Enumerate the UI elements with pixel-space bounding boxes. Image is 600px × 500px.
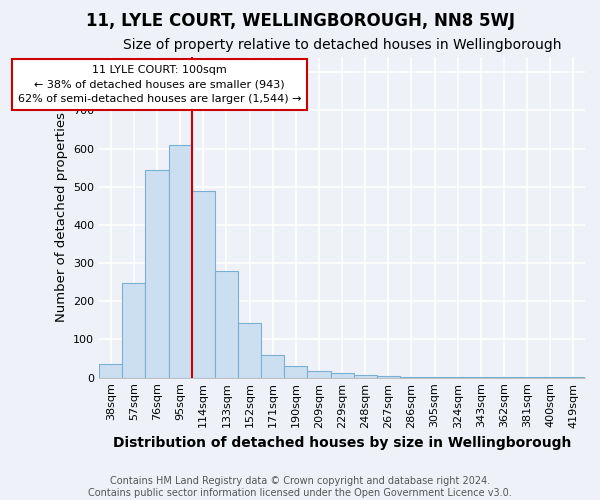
Bar	[99, 364, 122, 378]
Bar	[192, 190, 215, 378]
Bar	[423, 376, 446, 378]
Text: 11, LYLE COURT, WELLINGBOROUGH, NN8 5WJ: 11, LYLE COURT, WELLINGBOROUGH, NN8 5WJ	[86, 12, 515, 30]
Bar	[446, 377, 469, 378]
Bar	[169, 144, 192, 378]
Bar	[353, 374, 377, 378]
Bar	[331, 373, 353, 378]
Bar	[122, 283, 145, 378]
Text: 11 LYLE COURT: 100sqm
← 38% of detached houses are smaller (943)
62% of semi-det: 11 LYLE COURT: 100sqm ← 38% of detached …	[17, 64, 301, 104]
Bar	[400, 376, 423, 378]
Bar	[377, 376, 400, 378]
X-axis label: Distribution of detached houses by size in Wellingborough: Distribution of detached houses by size …	[113, 436, 571, 450]
Bar	[215, 272, 238, 378]
Bar	[145, 170, 169, 378]
Bar	[284, 366, 307, 378]
Bar	[307, 371, 331, 378]
Y-axis label: Number of detached properties: Number of detached properties	[55, 112, 68, 322]
Bar	[238, 323, 261, 378]
Text: Contains HM Land Registry data © Crown copyright and database right 2024.
Contai: Contains HM Land Registry data © Crown c…	[88, 476, 512, 498]
Bar	[562, 377, 585, 378]
Title: Size of property relative to detached houses in Wellingborough: Size of property relative to detached ho…	[123, 38, 562, 52]
Bar	[261, 355, 284, 378]
Bar	[469, 377, 493, 378]
